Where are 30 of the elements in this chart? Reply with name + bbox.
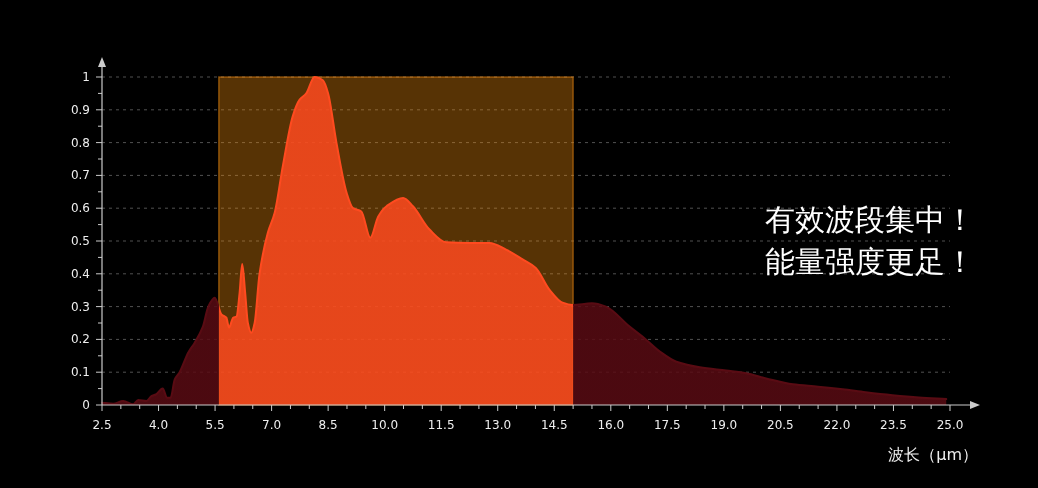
- y-tick-label: 0.9: [70, 102, 90, 117]
- y-tick-label: 0.6: [70, 201, 90, 216]
- y-tick-label: 0.8: [70, 135, 90, 150]
- x-tick-label: 13.0: [484, 418, 512, 432]
- x-tick-label: 14.5: [540, 418, 568, 432]
- annotation: 有效波段集中！: [765, 202, 975, 237]
- x-tick-label: 5.5: [205, 418, 225, 432]
- x-tick-label: 2.5: [92, 418, 112, 432]
- y-tick-label: 0.3: [70, 299, 90, 314]
- y-tick-label: 0.4: [70, 266, 90, 281]
- y-tick-label: 0.1: [70, 365, 90, 380]
- x-axis-title: 波长（μm）: [888, 445, 978, 464]
- x-tick-label: 25.0: [936, 418, 964, 432]
- y-tick-label: 0: [82, 398, 90, 412]
- y-tick-label: 0.7: [70, 168, 90, 183]
- x-tick-label: 22.0: [823, 418, 851, 432]
- y-tick-label: 0.2: [70, 332, 90, 347]
- x-tick-label: 11.5: [427, 418, 455, 432]
- x-tick-label: 10.0: [371, 418, 399, 432]
- x-tick-label: 17.5: [653, 418, 681, 432]
- y-tick-label: 1: [82, 70, 90, 84]
- x-tick-label: 7.0: [262, 418, 282, 432]
- x-tick-label: 4.0: [148, 418, 169, 432]
- annotation: 能量强度更足！: [765, 244, 975, 279]
- y-tick-label: 0.5: [70, 234, 90, 248]
- x-tick-label: 8.5: [318, 418, 338, 432]
- x-tick-label: 20.5: [767, 418, 794, 432]
- x-tick-label: 16.0: [597, 418, 625, 432]
- x-tick-label: 19.0: [710, 418, 738, 432]
- x-tick-label: 23.5: [880, 418, 907, 432]
